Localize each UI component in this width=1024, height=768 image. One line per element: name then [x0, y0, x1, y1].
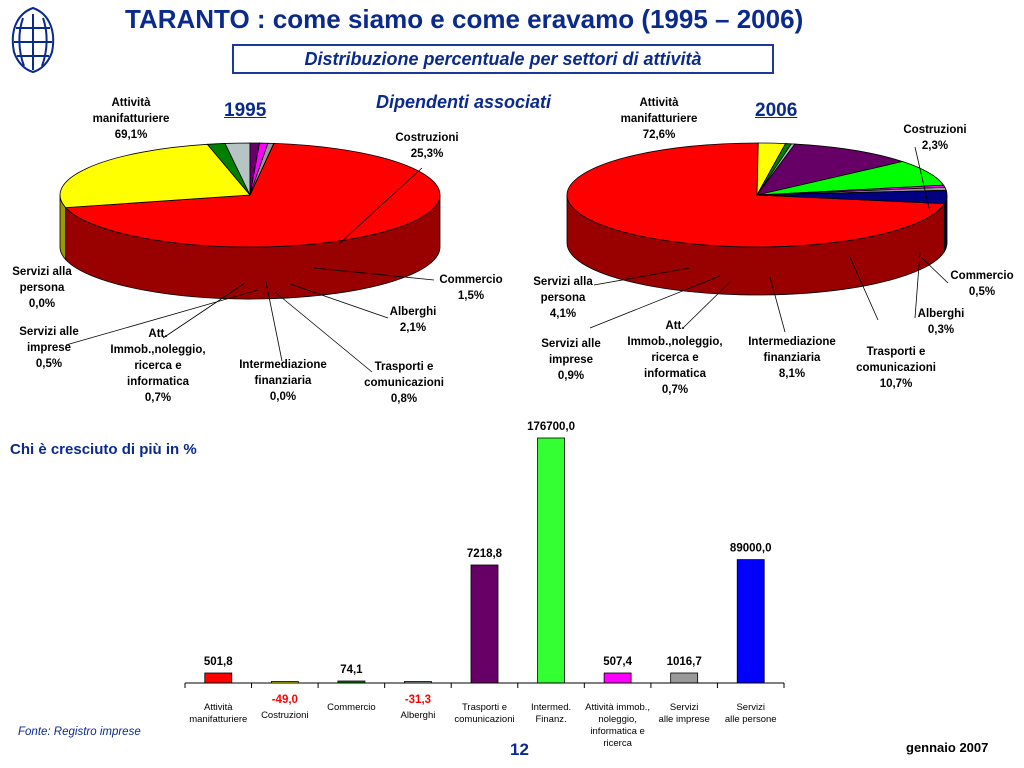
pie-1995-label-trasporti: Trasporti e comunicazioni 0,8% — [364, 361, 444, 405]
bar-value-label-alberghi: -31,3 — [405, 694, 431, 706]
pie-1995-label-commercio: Commercio 1,5% — [439, 274, 503, 302]
pie-slice-servizi-alla — [756, 189, 948, 205]
bar-value-label-servizi: 1016,7 — [667, 656, 702, 668]
category-label-alberghi: Alberghi — [401, 710, 436, 721]
category-label-servizi: Servizi alle imprese — [659, 702, 710, 725]
bar-value-label-costruzioni: -49,0 — [272, 694, 298, 706]
pie-chart-2006 — [566, 142, 949, 333]
category-label-costruzioni: Costruzioni — [261, 710, 309, 721]
pie-slice-attivit — [566, 142, 946, 248]
pie-2006-label-commercio: Commercio 0,5% — [950, 270, 1014, 298]
bar-trasporti-e — [470, 564, 499, 684]
pie-2006-label-costruzioni: Costruzioni 2,3% — [903, 124, 967, 152]
bar-intermed — [537, 437, 565, 684]
pie-1995-label-costruzioni: Costruzioni 25,3% — [395, 132, 459, 160]
leader-line-2 — [289, 283, 389, 319]
leader-line-1 — [313, 267, 435, 281]
leader-line-3 — [274, 291, 373, 373]
pie-1995-label-manifatturiere: Attività manifatturiere 69,1% — [92, 97, 170, 141]
source-note: Fonte: Registro imprese — [18, 726, 141, 738]
pie-2006-label-intermediazione: Intermediazione finanziaria 8,1% — [748, 336, 836, 380]
pie-1995-title: 1995 — [224, 100, 267, 121]
pie-1995-label-alberghi: Alberghi 2,1% — [389, 306, 437, 334]
bar-value-label-attivit-immob: 507,4 — [603, 656, 632, 668]
date-label: gennaio 2007 — [906, 740, 989, 755]
pie-slice-trasporti-e — [756, 143, 904, 196]
leader-line-1 — [921, 257, 949, 284]
pie-2006-label-servizi-persona: Servizi alla persona 4,1% — [533, 276, 593, 320]
pie-slice-attivit — [64, 143, 441, 248]
subtitle-box: Distribuzione percentuale per settori di… — [232, 44, 774, 74]
pie-1995-label-att-immob: Att. Immob.,noleggio, ricerca e informat… — [110, 328, 206, 404]
bar-servizi — [736, 559, 765, 684]
section-title: Dipendenti associati — [376, 92, 552, 112]
pie-slice-costruzioni — [59, 143, 251, 209]
pie-1995-label-servizi-imprese: Servizi alle imprese 0,5% — [19, 326, 79, 370]
pie-top-group — [566, 142, 948, 248]
bar-value-label-intermed: 176700,0 — [527, 421, 575, 433]
category-label-servizi: Servizi alle persone — [725, 702, 777, 725]
pie-leader-lines — [589, 146, 949, 333]
leader-line-0 — [339, 167, 423, 244]
pie-leader-lines — [65, 167, 435, 373]
pie-2006-label-servizi-imprese: Servizi alle imprese 0,9% — [541, 338, 601, 382]
growth-chart-title: Chi è cresciuto di più in % — [10, 441, 197, 458]
bar-value-label-attivit: 501,8 — [204, 656, 233, 668]
bar-group — [204, 437, 765, 684]
leader-line-4 — [265, 281, 283, 362]
bar-attivit — [204, 672, 233, 684]
pie-2006-label-manifatturiere: Attività manifatturiere 72,6% — [620, 97, 698, 141]
leader-line-4 — [769, 276, 786, 333]
pie-2006-label-alberghi: Alberghi 0,3% — [917, 308, 965, 336]
leader-line-6 — [589, 275, 721, 329]
bar-servizi — [670, 672, 699, 684]
pie-slice-intermediazione — [756, 161, 945, 196]
leader-line-5 — [162, 282, 246, 339]
category-label-trasporti-e: Trasporti e comunicazioni — [454, 702, 514, 725]
pie-2006-label-att-immob: Att. Immob.,noleggio, ricerca e informat… — [627, 320, 723, 396]
bar-attivit-immob — [603, 672, 632, 684]
page-number: 12 — [510, 740, 529, 759]
category-label-attivit: Attività manifatturiere — [189, 702, 247, 725]
category-label-attivit-immob: Attività immob., noleggio, informatica e ri… — [585, 702, 650, 749]
leader-line-3 — [849, 256, 879, 321]
pie-2006-title: 2006 — [755, 100, 798, 121]
leader-line-6 — [65, 289, 259, 346]
leader-line-2 — [914, 251, 921, 319]
pie-top-group — [59, 142, 441, 248]
page-title: TARANTO : come siamo e come eravamo (199… — [125, 4, 804, 34]
bar-value-label-commercio: 74,1 — [340, 664, 363, 676]
bar-value-label-servizi: 89000,0 — [730, 543, 772, 555]
category-label-commercio: Commercio — [327, 702, 376, 713]
bar-value-label-trasporti-e: 7218,8 — [467, 548, 503, 560]
pie-1995-label-intermediazione: Intermediazione finanziaria 0,0% — [239, 359, 327, 403]
pie-slice-servizi-alla — [249, 143, 275, 196]
logo-icon — [11, 6, 55, 74]
leader-line-0 — [914, 146, 931, 213]
pie-chart-1995 — [59, 142, 441, 373]
pie-1995-label-servizi-persona: Servizi alla persona 0,0% — [12, 266, 72, 310]
leader-line-5 — [682, 281, 731, 329]
leader-line-7 — [593, 267, 691, 286]
growth-bar-chart: 501,8 Attività manifatturiere -49,0 Costruzi… — [184, 421, 785, 749]
pie-2006-label-trasporti: Trasporti e comunicazioni 10,7% — [856, 346, 936, 390]
category-label-intermed: Intermed. Finanz. — [531, 702, 571, 725]
